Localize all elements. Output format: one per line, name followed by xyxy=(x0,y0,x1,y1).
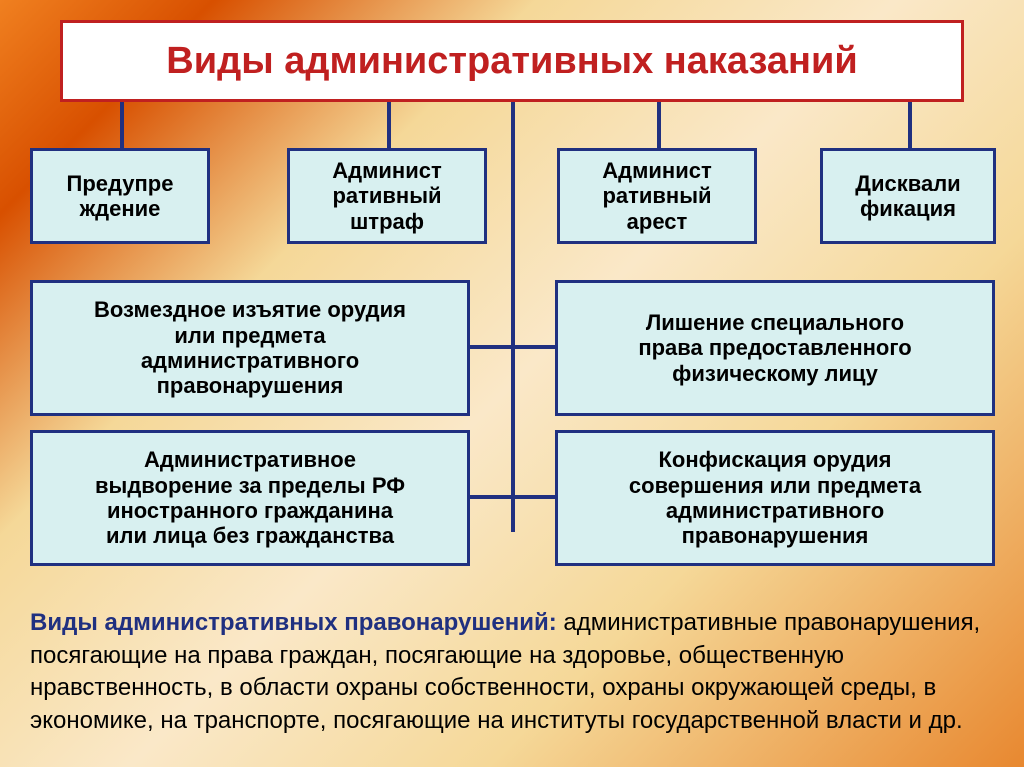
node-confiscation: Конфискация орудиясовершения или предмет… xyxy=(555,430,995,566)
node-label: Лишение специальногоправа предоставленно… xyxy=(638,310,911,386)
node-disqualification: Дисквалификация xyxy=(820,148,996,244)
node-label: Административныйштраф xyxy=(332,158,441,234)
node-arrest: Административныйарест xyxy=(557,148,757,244)
node-label: Возмездное изъятие орудияили предметаадм… xyxy=(94,297,406,398)
connector-line xyxy=(470,345,555,349)
connector-line xyxy=(387,102,391,148)
node-deportation: Административноевыдворение за пределы РФ… xyxy=(30,430,470,566)
title-box: Виды административных наказаний xyxy=(60,20,964,102)
connector-line xyxy=(908,102,912,148)
footer-text: Виды административных правонарушений: ад… xyxy=(30,607,994,737)
node-warning: Предупреждение xyxy=(30,148,210,244)
node-label: Конфискация орудиясовершения или предмет… xyxy=(629,447,921,548)
footer-lead: Виды административных правонарушений: xyxy=(30,609,557,636)
node-label: Административноевыдворение за пределы РФ… xyxy=(95,447,405,548)
node-deprivation-right: Лишение специальногоправа предоставленно… xyxy=(555,280,995,416)
node-label: Предупреждение xyxy=(67,171,174,222)
connector-line xyxy=(511,102,515,532)
diagram-container: Виды административных наказаний Предупре… xyxy=(0,0,1024,767)
node-confiscation-paid: Возмездное изъятие орудияили предметаадм… xyxy=(30,280,470,416)
connector-line xyxy=(120,102,124,148)
connector-line xyxy=(657,102,661,148)
node-label: Дисквалификация xyxy=(855,171,960,222)
connector-line xyxy=(470,495,555,499)
title-text: Виды административных наказаний xyxy=(166,40,857,83)
node-label: Административныйарест xyxy=(602,158,711,234)
node-fine: Административныйштраф xyxy=(287,148,487,244)
